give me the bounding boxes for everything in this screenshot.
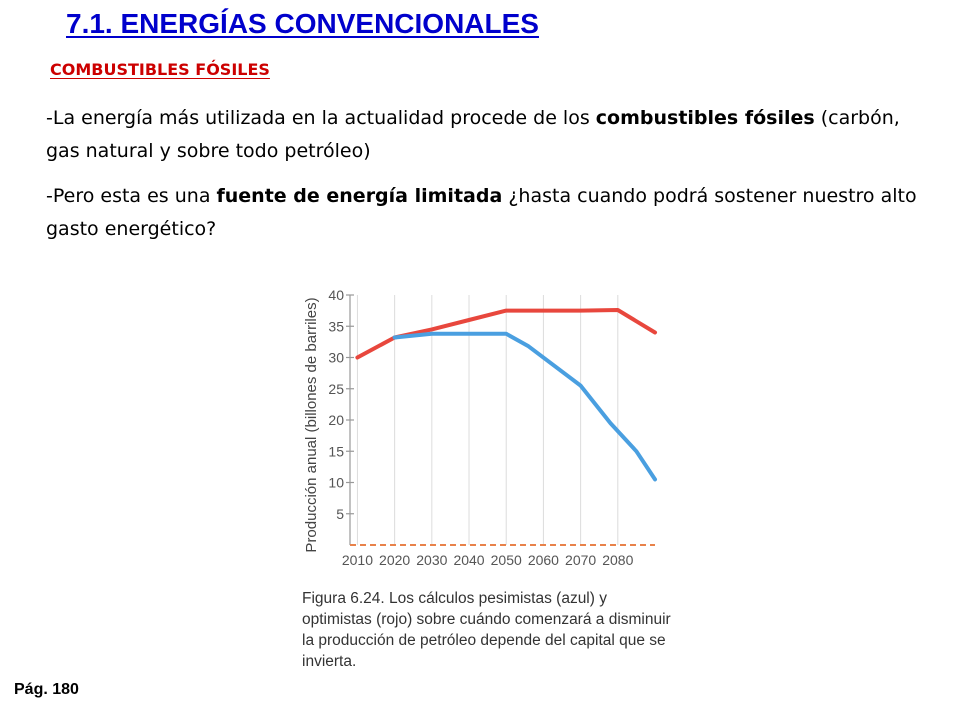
x-tick-label: 2080 [602, 552, 633, 568]
paragraph-2-bold: fuente de energía limitada [216, 185, 503, 207]
caption-text: Los cálculos pesimistas (azul) y optimis… [302, 590, 671, 670]
y-tick-label: 30 [328, 350, 344, 366]
y-tick-label: 10 [328, 475, 344, 491]
y-tick-label: 25 [328, 381, 344, 397]
oil-production-chart: 5 10 15 20 25 30 35 40 2010 2020 2030 2040 2050 2060 2… [303, 287, 657, 568]
paragraph-1-bold: combustibles fósiles [595, 107, 815, 129]
paragraph-1: -La energía más utilizada en la actualid… [46, 102, 926, 168]
pessimistic-series-line [392, 331, 657, 482]
x-tick-label: 2060 [528, 552, 559, 568]
page-number: Pág. 180 [14, 681, 79, 698]
paragraph-1-text-c: (carbón, gas natural y sobre todo petról… [46, 107, 900, 162]
y-axis-label: Producción anual (billones de barriles) [303, 297, 320, 552]
slide-title: 7.1. ENERGÍAS CONVENCIONALES [66, 8, 539, 39]
figure-caption: Figura 6.24. Los cálculos pesimistas (az… [302, 588, 677, 672]
y-tick-label: 40 [328, 287, 344, 303]
x-tick-label: 2010 [342, 552, 373, 568]
paragraph-2-text-c: ¿hasta cuando podrá sostener nuestro alt… [46, 185, 917, 240]
x-tick-label: 2050 [491, 552, 522, 568]
y-tick-label: 15 [328, 443, 344, 459]
x-tick-label: 2040 [453, 552, 484, 568]
y-tick-label: 35 [328, 318, 344, 334]
slide-subtitle: COMBUSTIBLES FÓSILES [50, 60, 270, 79]
paragraph-2: -Pero esta es una fuente de energía limi… [46, 180, 926, 246]
x-tick-label: 2020 [379, 552, 410, 568]
oil-production-figure: 5 10 15 20 25 30 35 40 2010 2020 2030 2040 2050 2060 2… [280, 280, 680, 690]
caption-label: Figura 6.24. [302, 590, 385, 607]
y-tick-label: 20 [328, 412, 344, 428]
x-tick-label: 2070 [565, 552, 596, 568]
x-tick-label: 2030 [416, 552, 447, 568]
y-tick-label: 5 [336, 506, 344, 522]
paragraph-2-text-a: -Pero esta es una [46, 185, 217, 207]
paragraph-1-text-a: -La energía más utilizada en la actualid… [46, 107, 596, 129]
